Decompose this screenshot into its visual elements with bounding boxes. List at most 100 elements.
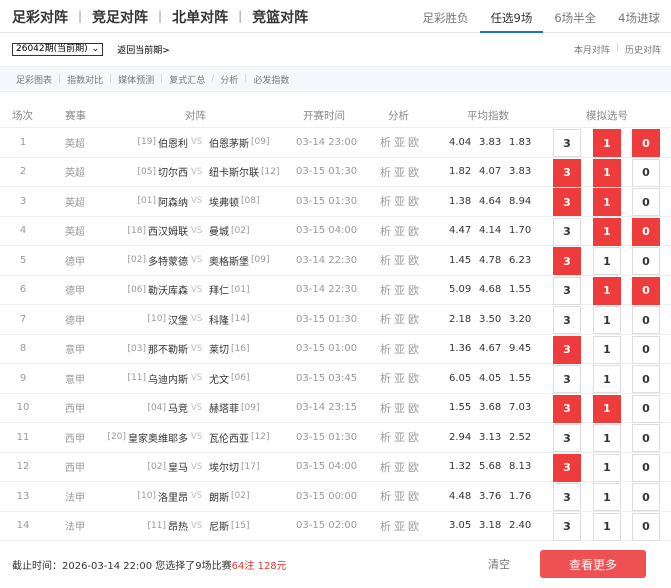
analysis-link-xi[interactable]: 析 [380,254,391,268]
analysis-link-ya[interactable]: 亚 [394,136,405,150]
pick-button-1[interactable]: 1 [593,129,621,157]
home-team[interactable]: [10] 洛里昂 [90,482,188,511]
home-team[interactable]: [06] 勒沃库森 [90,276,188,305]
pick-button-3[interactable]: 3 [553,424,581,452]
away-team[interactable]: 埃弗顿 [08] [209,187,261,216]
pick-button-1[interactable]: 1 [593,188,621,216]
tab-4chang[interactable]: 4场进球 [618,11,660,25]
pick-button-3[interactable]: 3 [553,247,581,275]
analysis-link-xi[interactable]: 析 [380,165,391,179]
away-team[interactable]: 曼城 [02] [209,217,251,246]
analysis-link-ou[interactable]: 欧 [408,431,419,445]
pick-button-0[interactable]: 0 [632,217,660,246]
away-team[interactable]: 纽卡斯尔联 [12] [209,158,281,187]
analysis-link-xi[interactable]: 析 [380,401,391,415]
analysis-link-ou[interactable]: 欧 [408,195,419,209]
analysis-link-ya[interactable]: 亚 [394,490,405,504]
analysis-link-ya[interactable]: 亚 [394,283,405,297]
away-team[interactable]: 赫塔菲 [09] [209,394,261,423]
tab-6chang[interactable]: 6场半全 [554,11,597,25]
month-link[interactable]: 本月对阵 [573,45,610,56]
analysis-link-ya[interactable]: 亚 [394,460,405,474]
pick-button-3[interactable]: 3 [553,217,581,246]
analysis-link-ya[interactable]: 亚 [394,313,405,327]
analysis-link-ya[interactable]: 亚 [394,401,405,415]
analysis-link-ya[interactable]: 亚 [394,254,405,268]
home-team[interactable]: [02] 多特蒙德 [90,246,188,275]
pick-button-3[interactable]: 3 [553,188,581,216]
analysis-link-xi[interactable]: 析 [380,136,391,150]
pick-button-1[interactable]: 1 [593,335,621,364]
pick-button-3[interactable]: 3 [553,335,581,364]
home-team[interactable]: [02] 皇马 [90,453,188,482]
analysis-link-xi[interactable]: 析 [380,372,391,386]
pick-button-3[interactable]: 3 [553,158,581,187]
analysis-link-xi[interactable]: 析 [380,519,391,533]
pick-button-0[interactable]: 0 [632,424,660,452]
tab-beidan[interactable]: 北单对阵 [172,10,229,26]
analysis-link-ou[interactable]: 欧 [408,372,419,386]
pick-button-1[interactable]: 1 [593,158,621,187]
away-team[interactable]: 拜仁 [01] [209,276,251,305]
analysis-link-xi[interactable]: 析 [380,313,391,327]
analysis-link-ou[interactable]: 欧 [408,254,419,268]
home-team[interactable]: [18] 西汉姆联 [90,217,188,246]
pick-button-0[interactable]: 0 [632,453,660,482]
subnav-bifa[interactable]: 必发指数 [253,75,290,86]
analysis-link-ya[interactable]: 亚 [394,224,405,238]
pick-button-0[interactable]: 0 [632,276,660,305]
issue-select[interactable]: 26042期(当前期) ⌄ [12,42,104,56]
analysis-link-xi[interactable]: 析 [380,224,391,238]
clear-button[interactable]: 清空 [488,558,510,571]
pick-button-1[interactable]: 1 [593,365,621,393]
pick-button-1[interactable]: 1 [593,424,621,452]
home-team[interactable]: [10] 汉堡 [90,305,188,334]
pick-button-3[interactable]: 3 [553,306,581,334]
tab-jinglan[interactable]: 竞篮对阵 [252,10,309,26]
pick-button-1[interactable]: 1 [593,453,621,482]
analysis-link-ya[interactable]: 亚 [394,431,405,445]
analysis-link-ou[interactable]: 欧 [408,401,419,415]
pick-button-3[interactable]: 3 [553,276,581,305]
pick-button-3[interactable]: 3 [553,483,581,511]
away-team[interactable]: 奥格斯堡 [09] [209,246,271,275]
away-team[interactable]: 瓦伦西亚 [12] [209,423,271,452]
subnav-summary[interactable]: 复式汇总 [169,75,206,86]
tab-zucai[interactable]: 足彩对阵 [12,10,68,26]
analysis-link-xi[interactable]: 析 [380,283,391,297]
subnav-media[interactable]: 媒体预测 [118,75,155,86]
pick-button-0[interactable]: 0 [632,247,660,275]
analysis-link-xi[interactable]: 析 [380,195,391,209]
away-team[interactable]: 科隆 [14] [209,305,251,334]
tab-shengfu[interactable]: 足彩胜负 [422,11,469,25]
pick-button-0[interactable]: 0 [632,394,660,423]
pick-button-0[interactable]: 0 [632,365,660,393]
analysis-link-ou[interactable]: 欧 [408,165,419,179]
pick-button-1[interactable]: 1 [593,512,621,541]
home-team[interactable]: [11] 昂热 [90,512,188,541]
pick-button-0[interactable]: 0 [632,483,660,511]
history-link[interactable]: 历史对阵 [624,45,661,56]
analysis-link-ou[interactable]: 欧 [408,342,419,356]
away-team[interactable]: 朗斯 [02] [209,482,251,511]
away-team[interactable]: 伯恩茅斯 [09] [209,128,271,157]
view-more-button[interactable]: 查看更多 [540,550,646,578]
home-team[interactable]: [11] 乌迪内斯 [90,364,188,393]
pick-button-1[interactable]: 1 [593,217,621,246]
subnav-odds[interactable]: 指数对比 [67,75,104,86]
away-team[interactable]: 莱切 [16] [209,335,251,364]
pick-button-0[interactable]: 0 [632,512,660,541]
analysis-link-xi[interactable]: 析 [380,460,391,474]
analysis-link-ya[interactable]: 亚 [394,165,405,179]
away-team[interactable]: 尤文 [06] [209,364,251,393]
home-team[interactable]: [04] 马竞 [90,394,188,423]
analysis-link-ou[interactable]: 欧 [408,519,419,533]
home-team[interactable]: [01] 阿森纳 [90,187,188,216]
home-team[interactable]: [03] 那不勒斯 [90,335,188,364]
pick-button-0[interactable]: 0 [632,306,660,334]
tab-jingzu[interactable]: 竞足对阵 [92,10,149,26]
pick-button-1[interactable]: 1 [593,247,621,275]
pick-button-3[interactable]: 3 [553,365,581,393]
home-team[interactable]: [05] 切尔西 [90,158,188,187]
analysis-link-ou[interactable]: 欧 [408,283,419,297]
